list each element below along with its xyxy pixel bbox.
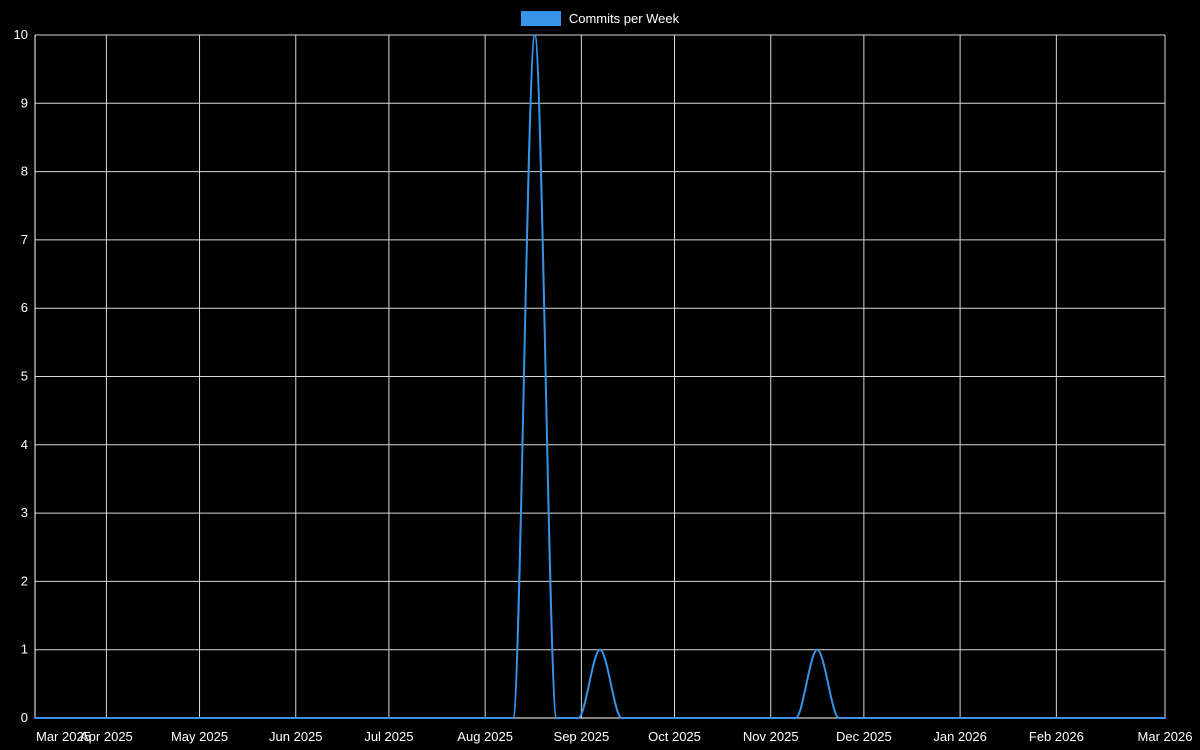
x-tick-label: Aug 2025 [457, 729, 513, 744]
y-tick-label: 9 [21, 95, 28, 110]
y-tick-label: 0 [21, 710, 28, 725]
legend-label: Commits per Week [568, 10, 680, 26]
gridlines [35, 34, 1166, 719]
x-tick-label: Dec 2025 [836, 729, 892, 744]
x-tick-label: Oct 2025 [648, 729, 701, 744]
y-tick-label: 2 [21, 573, 28, 588]
y-tick-label: 4 [21, 437, 28, 452]
x-tick-label: Mar 2026 [1138, 729, 1193, 744]
x-tick-label: Mar 2025 [36, 729, 91, 744]
commits-line-series [34, 34, 1166, 719]
y-tick-label: 5 [21, 369, 28, 384]
x-tick-label: Jan 2026 [933, 729, 987, 744]
x-tick-label: Apr 2025 [80, 729, 133, 744]
plot-area[interactable] [35, 35, 1165, 718]
y-tick-label: 1 [21, 642, 28, 657]
y-tick-label: 3 [21, 505, 28, 520]
x-tick-label: May 2025 [171, 729, 228, 744]
legend-swatch [520, 10, 561, 26]
y-tick-label: 8 [21, 164, 28, 179]
x-tick-label: Feb 2026 [1029, 729, 1084, 744]
y-tick-label: 10 [14, 27, 28, 42]
x-tick-label: Jun 2025 [269, 729, 323, 744]
x-tick-label: Sep 2025 [554, 729, 610, 744]
y-tick-label: 7 [21, 232, 28, 247]
y-tick-label: 6 [21, 300, 28, 315]
x-tick-label: Nov 2025 [743, 729, 799, 744]
x-tick-label: Jul 2025 [364, 729, 413, 744]
chart-legend[interactable]: Commits per Week [0, 8, 1200, 28]
